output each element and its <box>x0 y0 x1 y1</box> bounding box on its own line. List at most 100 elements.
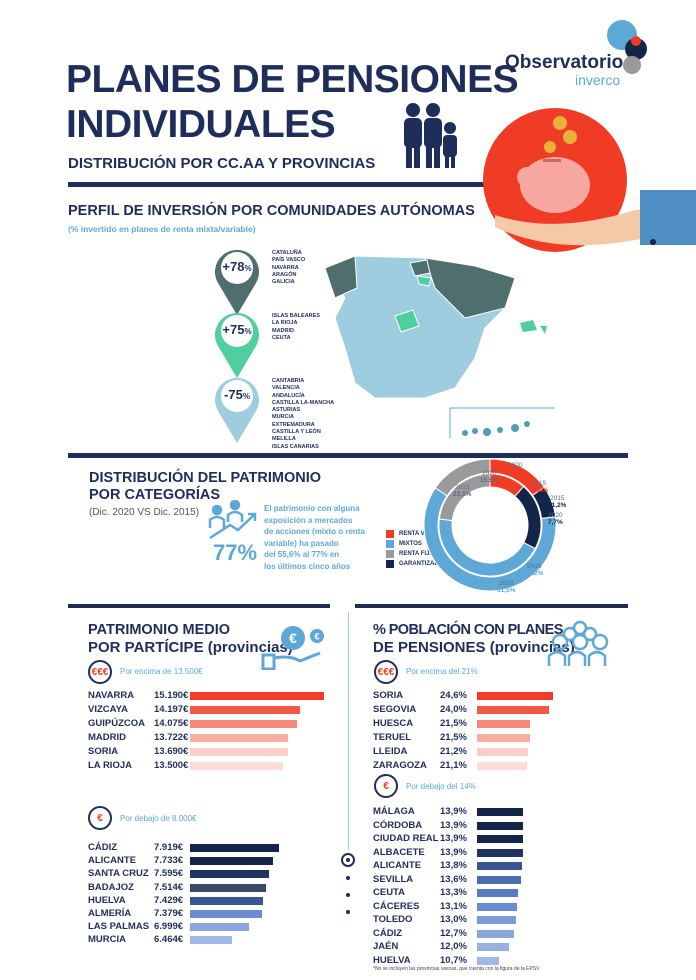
donut-label-value: 15,3% <box>506 469 525 476</box>
donut-label: 2015 21,2% <box>548 495 566 509</box>
bar-value-label: 7.595€ <box>154 868 184 880</box>
donut-label-year: 2020 <box>548 512 563 519</box>
bar <box>477 902 517 911</box>
donut-label-value: 21,2% <box>548 502 567 509</box>
donut-label-year: 2020 <box>481 470 497 477</box>
donut-label-year: 2015 <box>454 484 470 491</box>
bar <box>477 808 523 816</box>
bar <box>477 916 516 924</box>
poblacion-title-2: DE PENSIONES (provincias) <box>373 639 575 656</box>
bar-category: CÁCERES <box>373 900 420 912</box>
bar-category: HUELVA <box>88 894 126 906</box>
bar-category: CÁDIZ <box>373 927 403 939</box>
region-name: ISLAS CANARIAS <box>272 443 319 450</box>
region-name: CASTILLA Y LEÓN <box>272 429 321 436</box>
bar-category: LAS PALMAS <box>88 921 150 933</box>
text-line: de acciones (mixto o renta <box>264 527 365 536</box>
bar-value-label: 21,5% <box>440 718 467 729</box>
spain-map <box>324 255 555 438</box>
above-label: Por encima de 13.500€ <box>120 667 203 676</box>
footnote: *No se incluyen las provincias vascas, q… <box>373 966 540 972</box>
bar <box>190 923 250 932</box>
bar <box>477 848 523 857</box>
divider <box>68 604 330 608</box>
bar-value-label: 13,0% <box>440 914 467 925</box>
bar-value-label: 13,9% <box>440 819 467 831</box>
logo-subtext: inverco <box>575 72 621 88</box>
donut-label-value: 44,2% <box>525 570 544 577</box>
bar-category: ZARAGOZA <box>373 760 427 771</box>
region-list: CANTABRIA VALENCIA ANDALUCÍA CASTILLA LA-MA… <box>272 378 334 451</box>
bar-category: SORIA <box>88 746 119 757</box>
text-line: variable) ha pasado <box>264 538 339 548</box>
logo-mark <box>595 20 650 80</box>
bar-category: ALICANTE <box>88 855 137 867</box>
donut-label: 2015 44,2% <box>525 563 543 577</box>
region-name: ARAGÓN <box>272 271 297 278</box>
bar-value-label: 21,5% <box>440 732 467 743</box>
bar-value-label: 13,9% <box>440 833 467 844</box>
bar <box>477 821 523 830</box>
donut-label-value: 7,7% <box>548 519 563 526</box>
pin-value: -75% <box>224 387 250 402</box>
patrimonio-title-2: POR PARTÍCIPE (provincias) <box>88 639 293 656</box>
title-line-1: PLANES DE PENSIONES <box>66 58 519 101</box>
bar <box>190 692 324 700</box>
text-line: los últimos cinco años <box>264 561 351 571</box>
bar-value-label: 21,1% <box>440 760 467 771</box>
bar-category: SEGOVIA <box>373 704 417 715</box>
legend-swatch <box>386 560 394 568</box>
legend-label: MIXTOS <box>399 541 422 547</box>
bar-category: JAÉN <box>373 941 399 952</box>
distribucion-title-1: DISTRIBUCIÓN DEL PATRIMONIO <box>89 470 321 486</box>
below-badge: € <box>88 806 112 830</box>
svg-text:€: € <box>314 632 319 642</box>
bar-value-label: 24,0% <box>440 704 467 715</box>
bar-category: LLEIDA <box>373 746 408 757</box>
bar-value-label: 13,9% <box>440 846 467 858</box>
bar-category: NAVARRA <box>88 690 135 701</box>
donut-label-year: 2020 <box>498 580 514 587</box>
region-name: GALICIA <box>272 279 295 286</box>
region-name: PAÍS VASCO <box>272 257 306 264</box>
bar-value-label: 13.722€ <box>154 732 189 743</box>
above-badge: €€€ <box>88 660 112 684</box>
vertical-divider <box>348 612 349 850</box>
bar <box>190 883 266 892</box>
bar-category: CEUTA <box>373 887 406 898</box>
divider <box>68 182 588 187</box>
title-line-2: INDIVIDUALES <box>66 103 336 146</box>
bar-value-label: 7.919€ <box>154 842 184 853</box>
bar-category: CIUDAD REAL <box>373 833 439 844</box>
bar-value-label: 7.379€ <box>154 908 184 919</box>
bar <box>477 929 514 938</box>
legend-item: RENTA FIJA <box>386 549 451 559</box>
timeline-dot <box>346 876 350 880</box>
bar-category: BADAJOZ <box>88 881 134 893</box>
divider <box>355 604 628 608</box>
donut-label-value: 15,5% <box>480 477 499 484</box>
bar-category: ALMERÍA <box>88 908 132 919</box>
legend-item: MIXTOS <box>386 539 451 549</box>
bar-value-label: 24,6% <box>440 690 467 701</box>
donut-label: 2015 11,4% <box>530 480 548 494</box>
legend-swatch <box>386 550 394 558</box>
bar-category: HUELVA <box>373 954 411 966</box>
bar <box>190 870 269 879</box>
bar-value-label: 7.429€ <box>154 894 184 906</box>
bar <box>190 857 273 866</box>
logo-text: Observatorio <box>505 52 624 73</box>
distribucion-text: El patrimonio con alguna exposición a mer… <box>264 503 365 572</box>
bar-category: CÓRDOBA <box>373 819 423 831</box>
bar <box>477 889 519 897</box>
bar-category: VIZCAYA <box>88 704 128 715</box>
region-name: MURCIA <box>272 414 294 421</box>
text-line: exposición a mercados <box>264 515 353 525</box>
crowd-icon <box>547 620 609 666</box>
bar <box>190 844 279 852</box>
bar-category: LA RIOJA <box>88 760 132 771</box>
bar-category: ALICANTE <box>373 860 422 871</box>
region-list: CATALUÑA PAÍS VASCO NAVARRA ARAGÓN GALICIA <box>272 250 305 286</box>
big-value: 77% <box>213 540 258 565</box>
bar <box>190 734 289 742</box>
